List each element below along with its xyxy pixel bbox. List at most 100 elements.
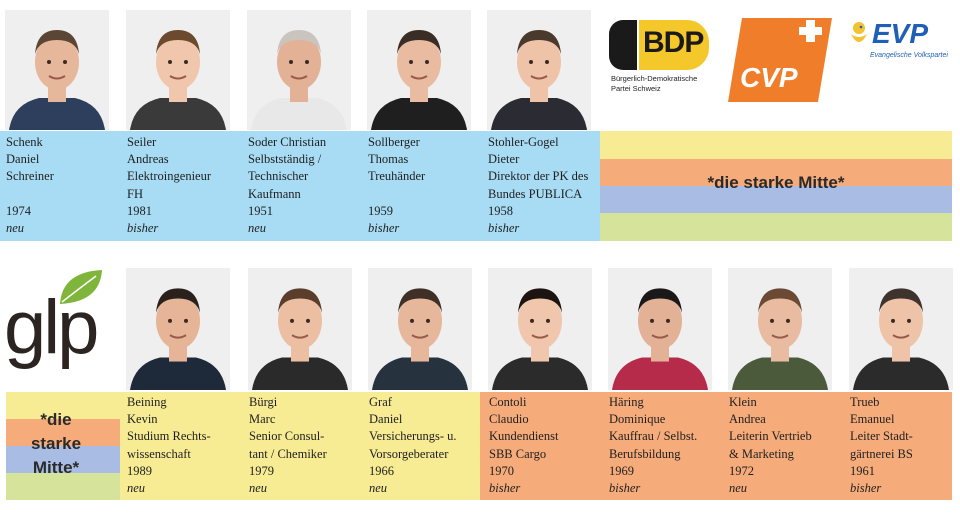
candidate-first-name: Claudio (489, 412, 529, 427)
candidate-first-name: Dominique (609, 412, 666, 427)
bdp-logo: BDP Bürgerlich-Demokratische Partei Schw… (609, 20, 713, 98)
candidate-status: bisher (489, 481, 521, 496)
candidate-info: Schenk Daniel Schreiner 1974 neu (6, 134, 54, 237)
person-photo-icon (248, 268, 352, 390)
candidate-last-name: Schenk (6, 135, 43, 149)
slogan-line-1: *die (40, 410, 72, 429)
candidate-occupation: Treuhänder (368, 169, 426, 184)
candidate-last-name: Contoli (489, 395, 527, 409)
candidate-status: bisher (368, 220, 400, 235)
candidate-info: Seiler Andreas Elektroingenieur FH 1981 bishe… (127, 134, 211, 237)
person-photo-icon (849, 268, 953, 390)
candidate-birth-year: 1989 (127, 463, 152, 478)
candidate-occupation: wissenschaft (127, 446, 191, 461)
candidate-photo (126, 10, 230, 130)
candidate-last-name: Seiler (127, 135, 157, 149)
candidate-panel-glp (120, 392, 480, 500)
candidate-info: Bürgi Marc Senior Consul-tant / Chemiker 19… (249, 394, 327, 497)
candidate-occupation: tant / Chemiker (249, 446, 327, 461)
candidate-occupation: Studium Rechts- (127, 429, 211, 444)
candidate-occupation: Technischer (248, 169, 309, 184)
candidate-info: Trueb Emanuel Leiter Stadt-gärtnerei BS 196… (850, 394, 913, 497)
person-photo-icon (126, 268, 230, 390)
candidate-occupation: Kaufmann (248, 186, 301, 201)
candidate-status: bisher (127, 221, 159, 236)
person-photo-icon (728, 268, 832, 390)
stripe-blue (6, 446, 120, 473)
candidate-birth-year: 1966 (369, 463, 394, 478)
candidate-panel-cvp (480, 392, 952, 500)
candidate-first-name: Thomas (368, 152, 409, 167)
candidate-info: Klein Andrea Leiterin Vertrieb & Marketing 1… (729, 394, 812, 497)
candidate-birth-year: 1951 (248, 203, 273, 218)
candidate-occupation: FH (127, 186, 143, 201)
candidate-last-name: Trueb (850, 395, 880, 409)
candidate-photo (849, 268, 953, 390)
candidate-birth-year: 1972 (729, 463, 754, 478)
stripe-blue (600, 186, 952, 213)
candidate-panel-top (0, 131, 600, 241)
candidate-occupation: Leiterin Vertrieb (729, 429, 812, 444)
person-photo-icon (367, 10, 471, 130)
candidate-info: Häring Dominique Kauffrau / Selbst. Berufsb… (609, 394, 697, 497)
candidate-occupation: Kundendienst (489, 429, 559, 444)
slogan-banner-bottom: *die starke Mitte* (6, 392, 120, 500)
slogan-banner-top: *die starke Mitte* (600, 131, 952, 241)
stripe-green (600, 213, 952, 241)
candidate-photo (247, 10, 351, 130)
candidate-birth-year: 1961 (850, 463, 875, 478)
candidate-occupation: Kauffrau / Selbst. (609, 429, 698, 444)
person-photo-icon (487, 10, 591, 130)
candidate-status: neu (127, 481, 146, 496)
candidate-status: neu (249, 481, 268, 496)
candidate-occupation: Vorsorgeberater (369, 446, 449, 461)
candidate-occupation: Berufsbildung (609, 446, 681, 461)
candidate-status: neu (6, 220, 25, 235)
candidate-photo (368, 268, 472, 390)
stripe-yellow (6, 392, 120, 419)
candidate-first-name: Daniel (369, 412, 403, 427)
candidate-occupation: Direktor der PK des (488, 169, 589, 184)
candidate-photo (5, 10, 109, 130)
candidate-status: neu (248, 221, 267, 236)
candidate-occupation: Senior Consul- (249, 429, 325, 444)
person-photo-icon (247, 10, 351, 130)
candidate-occupation: Leiter Stadt- (850, 429, 913, 444)
candidate-last-name: Soder Christian (248, 135, 327, 149)
candidate-first-name: Andreas (127, 152, 169, 167)
candidate-info: Stohler-Gogel Dieter Direktor der PK des Bu… (488, 134, 588, 237)
candidate-last-name: Sollberger (368, 135, 420, 149)
stripe-orange (6, 419, 120, 446)
candidate-last-name: Klein (729, 395, 757, 409)
candidate-occupation: gärtnerei BS (850, 446, 913, 461)
candidate-last-name: Stohler-Gogel (488, 135, 559, 149)
candidate-photo (487, 10, 591, 130)
candidate-birth-year: 1979 (249, 463, 274, 478)
swiss-cross-icon (799, 20, 822, 42)
candidate-photo (728, 268, 832, 390)
candidate-first-name: Kevin (127, 412, 158, 427)
candidate-status: bisher (488, 221, 520, 236)
candidate-last-name: Graf (369, 395, 392, 409)
candidate-birth-year: 1970 (489, 463, 514, 478)
person-photo-icon (488, 268, 592, 390)
candidate-first-name: Selbstständig / (248, 152, 322, 167)
candidate-first-name: Marc (249, 412, 276, 427)
person-photo-icon (608, 268, 712, 390)
candidate-occupation: SBB Cargo (489, 446, 547, 461)
candidate-info: Soder Christian Selbstständig / Technische… (248, 134, 326, 237)
candidate-occupation: & Marketing (729, 446, 794, 461)
candidate-last-name: Häring (609, 395, 644, 409)
candidate-status: bisher (609, 481, 641, 496)
candidate-first-name: Emanuel (850, 412, 895, 427)
candidate-status: bisher (850, 481, 882, 496)
candidate-info: Sollberger Thomas Treuhänder 1959 bisher (368, 134, 425, 237)
stripe-green (6, 473, 120, 500)
candidate-photo (248, 268, 352, 390)
slogan-line-2: starke (30, 434, 82, 453)
candidate-occupation: Elektroingenieur (127, 169, 211, 184)
slogan-text-top: *die starke Mitte* (707, 173, 845, 192)
person-photo-icon (126, 10, 230, 130)
stripe-orange (600, 159, 952, 186)
candidate-status: neu (729, 481, 748, 496)
